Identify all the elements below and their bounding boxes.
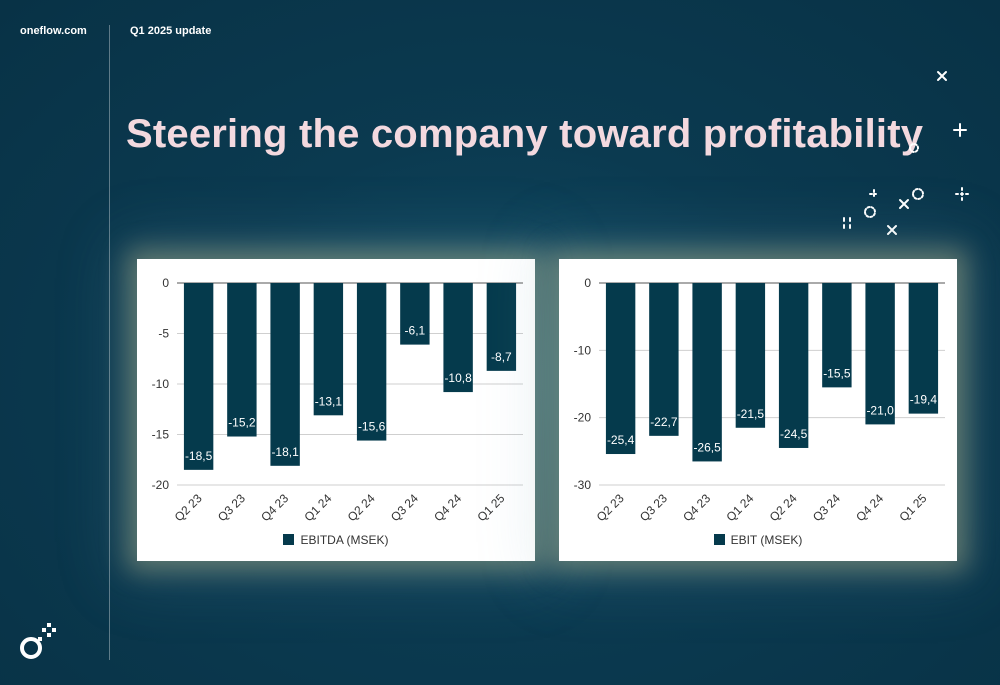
y-tick-label: -20 (152, 478, 170, 492)
data-label: -15,6 (358, 420, 386, 434)
brand-name: oneflow.com (20, 25, 87, 37)
ebit-legend: EBIT (MSEK) (559, 533, 957, 547)
bar (735, 283, 766, 428)
y-tick-label: -30 (574, 478, 592, 492)
bar (822, 283, 852, 388)
bar (486, 283, 517, 371)
sparkles-icon (843, 71, 969, 235)
x-tick-label: Q4 23 (680, 491, 713, 524)
x-tick-label: Q1 24 (301, 491, 334, 524)
ebitda-chart: 0 -5 -10 -15 -20 -18,5 Q2 23 -15,2 Q3 23 -18,1 Q4 … (152, 276, 523, 524)
x-tick-label: Q1 25 (896, 491, 929, 524)
bar (605, 283, 636, 455)
data-label: -15,5 (823, 366, 851, 380)
x-tick-label: Q3 23 (637, 491, 670, 524)
update-label: Q1 2025 update (130, 25, 212, 37)
ebit-chart-panel: 0 -10 -20 -30 -25,4 Q2 23 -22,7 Q3 23 -26,5 Q4 23… (559, 259, 957, 561)
bar (865, 283, 895, 425)
bar (778, 283, 809, 448)
data-label: -15,2 (228, 416, 256, 430)
x-tick-label: Q4 24 (853, 491, 886, 524)
bar (400, 283, 430, 345)
legend-swatch (283, 534, 295, 545)
data-label: -21,0 (866, 403, 894, 417)
y-tick-label: -5 (158, 327, 169, 341)
x-tick-label: Q3 24 (388, 491, 421, 524)
bar (692, 283, 722, 462)
x-tick-label: Q4 23 (258, 491, 291, 524)
x-tick-label: Q2 24 (767, 491, 800, 524)
x-tick-label: Q4 24 (431, 491, 464, 524)
data-label: -13,1 (315, 394, 343, 408)
bar (270, 283, 300, 466)
x-tick-label: Q3 23 (215, 491, 248, 524)
data-label: -25,4 (607, 433, 635, 447)
data-label: -26,5 (693, 440, 721, 454)
bar (183, 283, 214, 470)
ebitda-legend: EBITDA (MSEK) (137, 533, 535, 547)
x-tick-label: Q3 24 (810, 491, 843, 524)
x-tick-label: Q1 25 (474, 491, 507, 524)
bar (443, 283, 473, 393)
legend-swatch (713, 534, 725, 545)
y-tick-label: -15 (152, 428, 170, 442)
bar (908, 283, 939, 414)
y-tick-label: 0 (584, 276, 591, 290)
y-tick-label: -10 (152, 377, 170, 391)
oneflow-logo-icon (20, 623, 56, 659)
bar (356, 283, 387, 441)
x-tick-label: Q2 23 (172, 491, 205, 524)
data-label: -8,7 (491, 350, 512, 364)
data-label: -18,1 (271, 445, 299, 459)
ebitda-chart-panel: 0 -5 -10 -15 -20 -18,5 Q2 23 -15,2 Q3 23 -18,1 Q4 … (137, 259, 535, 561)
data-label: -19,4 (910, 393, 938, 407)
ebit-chart: 0 -10 -20 -30 -25,4 Q2 23 -22,7 Q3 23 -26,5 Q4 23… (574, 276, 945, 524)
y-tick-label: -10 (574, 343, 592, 357)
data-label: -22,7 (650, 415, 678, 429)
x-tick-label: Q2 23 (594, 491, 627, 524)
x-tick-label: Q1 24 (723, 491, 756, 524)
bar (649, 283, 679, 436)
slide-title: Steering the company toward profitabilit… (126, 112, 924, 156)
legend-label: EBITDA (MSEK) (300, 533, 389, 547)
bar (313, 283, 344, 416)
y-tick-label: 0 (162, 276, 169, 290)
legend-label: EBIT (MSEK) (730, 533, 803, 547)
bar (227, 283, 257, 437)
x-tick-label: Q2 24 (345, 491, 378, 524)
data-label: -24,5 (780, 427, 808, 441)
data-label: -21,5 (737, 407, 765, 421)
divider-line (109, 25, 110, 660)
y-tick-label: -20 (574, 411, 592, 425)
data-label: -10,8 (444, 371, 472, 385)
data-label: -18,5 (185, 449, 213, 463)
data-label: -6,1 (405, 324, 426, 338)
